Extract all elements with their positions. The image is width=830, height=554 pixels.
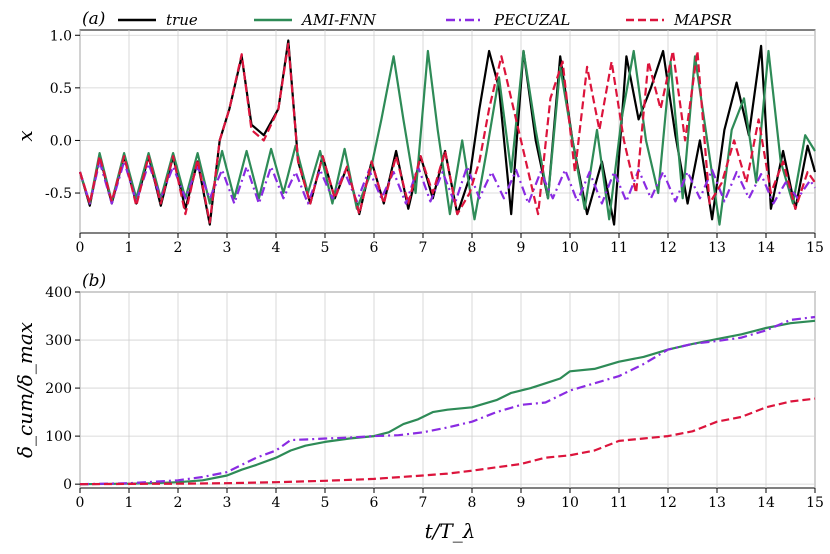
panel-b-y-tick-label: 100 bbox=[45, 429, 72, 445]
panel-b-x-tick-label: 14 bbox=[757, 495, 775, 511]
panel-a-x-tick-label: 4 bbox=[272, 240, 281, 256]
panel-a-x-tick-label: 9 bbox=[517, 240, 526, 256]
panel-b-x-tick-label: 13 bbox=[708, 495, 726, 511]
panel-b-x-tick-label: 7 bbox=[419, 495, 428, 511]
panel-b-x-tick-label: 6 bbox=[370, 495, 379, 511]
panel-b-lines bbox=[79, 315, 816, 486]
panel-b-label: (b) bbox=[82, 271, 106, 291]
panel-b-x-tick-label: 10 bbox=[561, 495, 579, 511]
panel-b-y-tick-label: 200 bbox=[45, 381, 72, 397]
panel-b-y-ticks: 0 100 200 300 400 bbox=[45, 285, 80, 493]
panel-a-x-tick-label: 2 bbox=[174, 240, 183, 256]
panel-b-x-tick-label: 12 bbox=[659, 495, 677, 511]
panel-b-x-tick-label: 4 bbox=[272, 495, 281, 511]
panel-b-x-tick-label: 2 bbox=[174, 495, 183, 511]
panel-b-x-ticks: 0 1 2 3 4 5 6 7 8 9 10 11 12 13 14 15 bbox=[76, 488, 824, 511]
panel-b-series-ami-fnn bbox=[79, 319, 816, 486]
panel-a-x-tick-label: 13 bbox=[708, 240, 726, 256]
panel-a: 0 1 2 3 4 5 6 7 8 9 10 11 12 13 14 15 1.00.50.0-0.5 (a)… bbox=[13, 9, 824, 256]
panel-a-x-tick-label: 7 bbox=[419, 240, 428, 256]
panel-a-lines bbox=[78, 39, 817, 226]
legend-label-true: true bbox=[166, 11, 198, 29]
panel-b-x-axis-label: t/T_λ bbox=[425, 519, 476, 543]
panel-b-x-tick-label: 3 bbox=[223, 495, 232, 511]
panel-b-x-tick-label: 15 bbox=[806, 495, 824, 511]
panel-b-x-tick-label: 1 bbox=[125, 495, 134, 511]
panel-b-y-tick-label: 300 bbox=[45, 333, 72, 349]
panel-a-series-true bbox=[78, 39, 817, 226]
panel-b-series-mapsr bbox=[79, 397, 816, 486]
panel-b-grid bbox=[79, 291, 816, 488]
panel-a-x-tick-label: 3 bbox=[223, 240, 232, 256]
panel-a-y-ticks: 1.0 0.5 0.0 -0.5 bbox=[45, 28, 80, 202]
panel-a-x-tick-label: 8 bbox=[468, 240, 477, 256]
panel-b-y-tick-label: 0 bbox=[63, 477, 72, 493]
panel-a-series-mapsr bbox=[78, 42, 816, 224]
panel-a-y-tick-label: -0.5 bbox=[45, 186, 72, 202]
panel-b-x-tick-label: 9 bbox=[517, 495, 526, 511]
panel-a-y-tick-label: 1.0 bbox=[50, 28, 72, 44]
panel-a-x-tick-label: 14 bbox=[757, 240, 775, 256]
panel-b-x-tick-label: 8 bbox=[468, 495, 477, 511]
panel-a-x-tick-label: 5 bbox=[321, 240, 330, 256]
panel-a-x-tick-label: 15 bbox=[806, 240, 824, 256]
panel-a-x-tick-label: 10 bbox=[561, 240, 579, 256]
panel-a-x-tick-label: 11 bbox=[610, 240, 628, 256]
panel-a-x-tick-label: 0 bbox=[76, 240, 85, 256]
panel-b-y-tick-label: 400 bbox=[45, 285, 72, 301]
panel-a-series-pecuzal bbox=[78, 160, 816, 205]
panel-b-x-tick-label: 5 bbox=[321, 495, 330, 511]
legend-label-ami-fnn: AMI-FNN bbox=[300, 11, 377, 29]
panel-b-frame bbox=[79, 291, 816, 489]
panel-b-y-axis-label: δ_cum/δ_max bbox=[13, 322, 37, 458]
legend-label-pecuzal: PECUZAL bbox=[493, 11, 570, 29]
legend-label-mapsr: MAPSR bbox=[673, 11, 732, 29]
panel-a-y-axis-label: x bbox=[13, 130, 37, 141]
panel-a-label: (a) bbox=[82, 9, 105, 29]
panel-a-x-tick-label: 1 bbox=[125, 240, 134, 256]
panel-b-series-pecuzal bbox=[79, 315, 816, 486]
panel-a-x-tick-label: 6 bbox=[370, 240, 379, 256]
panel-b-x-tick-label: 0 bbox=[76, 495, 85, 511]
panel-a-x-tick-label: 12 bbox=[659, 240, 677, 256]
panel-a-x-ticks: 0 1 2 3 4 5 6 7 8 9 10 11 12 13 14 15 bbox=[76, 233, 824, 256]
panel-a-y-tick-label: 0.5 bbox=[50, 81, 72, 97]
panel-b-x-tick-label: 11 bbox=[610, 495, 628, 511]
legend: true AMI-FNN PECUZAL MAPSR bbox=[118, 11, 732, 29]
panel-a-y-tick-label: 0.0 bbox=[50, 133, 72, 149]
